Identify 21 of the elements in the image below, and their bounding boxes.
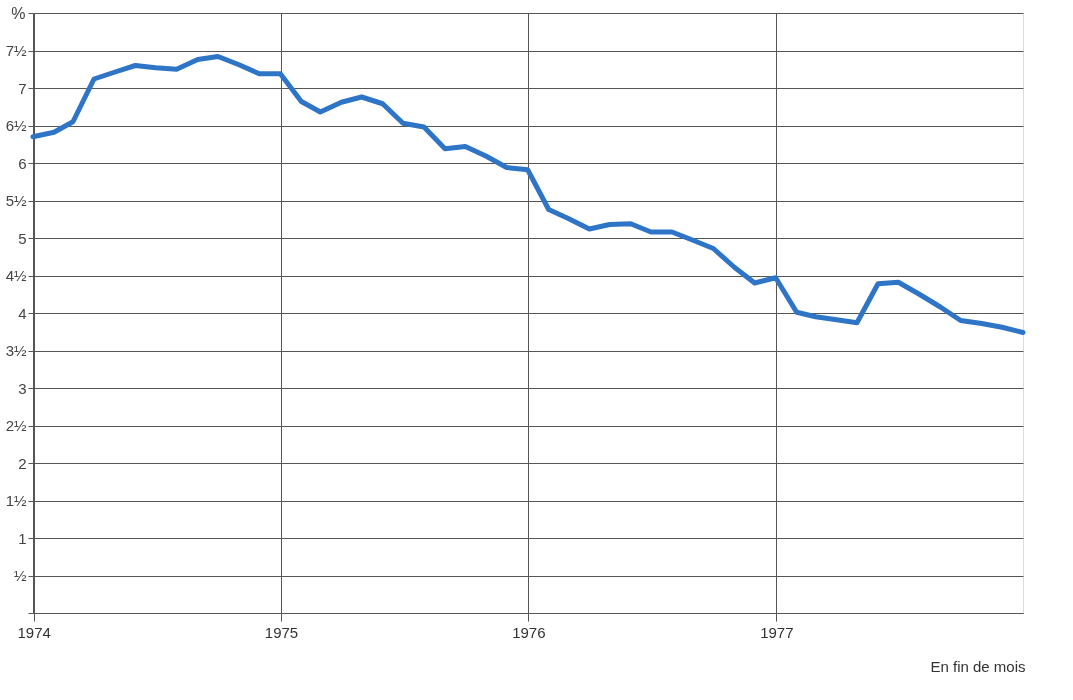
y-tick-label: 4	[18, 304, 27, 322]
y-tick-label: 5½	[5, 192, 27, 209]
y-axis-title: %	[11, 4, 26, 22]
y-tick-label: 1	[18, 529, 27, 547]
y-tick-label: 3½	[5, 342, 27, 359]
y-tick-label: 6	[18, 154, 27, 172]
x-tick-label: 1977	[760, 623, 794, 641]
x-tick-label: 1976	[512, 623, 546, 641]
y-tick-label: ½	[13, 567, 27, 584]
y-tick-label: 5	[18, 229, 27, 247]
y-tick-label: 2	[18, 454, 27, 472]
y-tick-label: 3	[18, 379, 27, 397]
x-tick-label: 1974	[17, 623, 51, 641]
y-tick-label: 7	[18, 79, 27, 97]
y-tick-label: 1½	[5, 492, 27, 509]
x-tick-label: 1975	[264, 623, 299, 641]
y-tick-label: 6½	[5, 117, 27, 134]
text: En fin de mois	[930, 658, 1026, 675]
y-tick-label: 4½	[5, 267, 27, 284]
y-tick-label: 7½	[5, 42, 27, 59]
y-tick-label: 2½	[5, 417, 27, 434]
